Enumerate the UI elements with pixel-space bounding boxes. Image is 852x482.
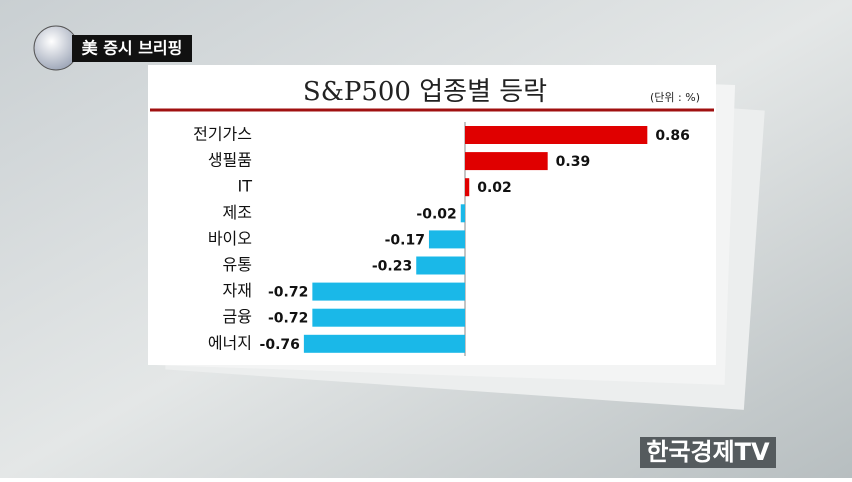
category-label: IT: [238, 177, 253, 196]
value-label: 0.02: [477, 180, 512, 196]
category-label: 제조: [223, 203, 252, 222]
value-label: -0.23: [372, 259, 412, 275]
category-label: 바이오: [208, 229, 252, 248]
bar: [416, 256, 465, 275]
flag-icon: [33, 25, 79, 71]
badge-box: [72, 35, 192, 62]
bar: [303, 334, 465, 353]
category-label: 에너지: [208, 333, 252, 352]
category-label: 전기가스: [193, 125, 252, 144]
logo: 한국경제TV: [646, 438, 770, 466]
value-label: -0.72: [268, 285, 308, 301]
unit-label: (단위 : %): [650, 91, 700, 104]
value-label: 0.86: [655, 128, 690, 144]
bar: [465, 126, 648, 144]
bar: [312, 308, 465, 327]
bar: [428, 230, 465, 249]
bar: [312, 282, 465, 301]
value-label: -0.17: [385, 232, 425, 248]
bar: [465, 178, 470, 197]
category-label: 유통: [223, 255, 252, 274]
bar: [460, 204, 465, 223]
category-label: 자재: [223, 281, 252, 300]
value-label: -0.76: [260, 337, 300, 353]
logo-box: [640, 437, 776, 468]
badge: 美 증시 브리핑: [82, 39, 183, 58]
value-label: 0.39: [556, 154, 591, 170]
value-label: -0.02: [416, 206, 456, 222]
category-label: 금융: [223, 307, 252, 326]
bar: [465, 152, 548, 171]
category-label: 생필품: [208, 151, 252, 170]
value-label: -0.72: [268, 311, 308, 327]
chart-title: S&P500 업종별 등락: [303, 77, 547, 107]
